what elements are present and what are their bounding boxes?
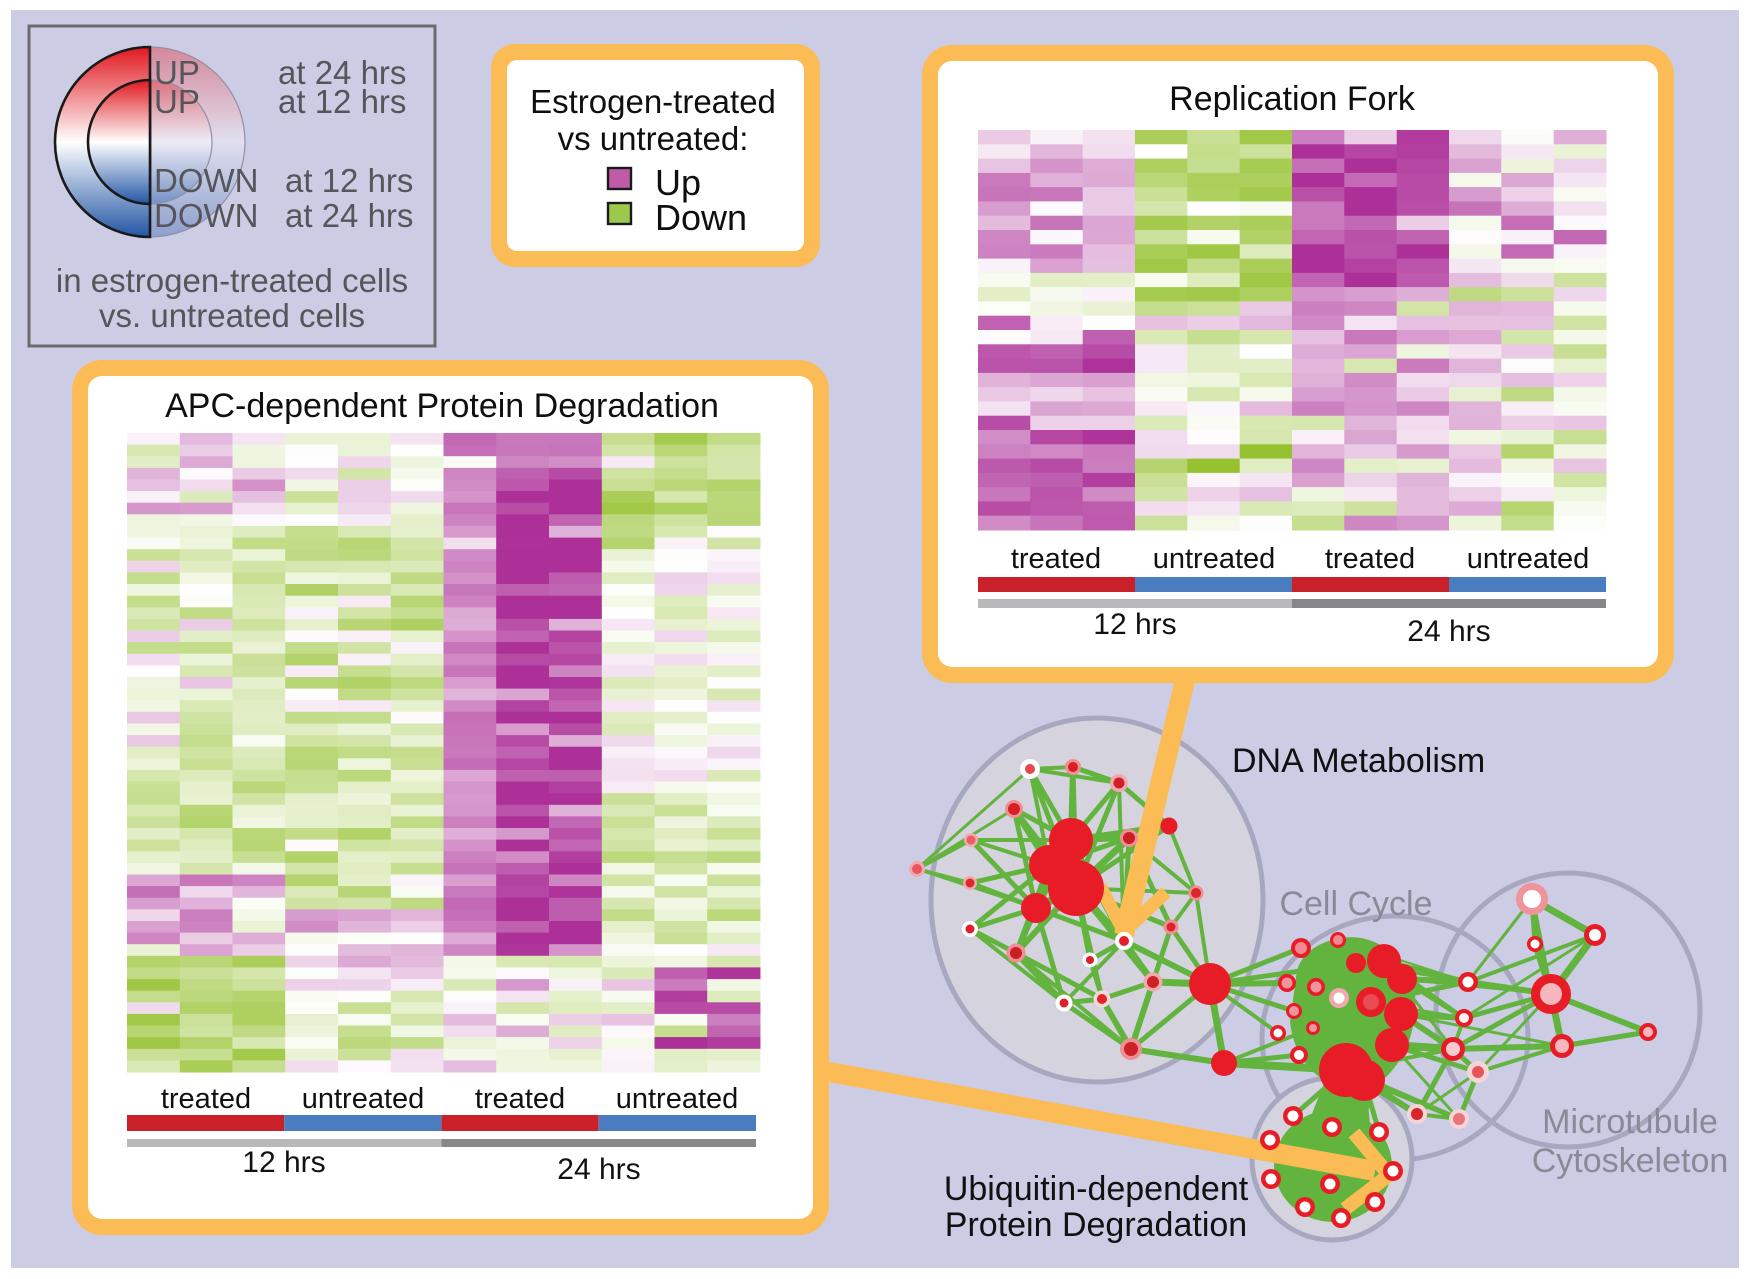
- svg-text:Microtubule: Microtubule: [1542, 1103, 1718, 1141]
- svg-text:24 hrs: 24 hrs: [1407, 615, 1490, 648]
- svg-text:DOWN: DOWN: [154, 162, 258, 199]
- svg-text:untreated: untreated: [1153, 543, 1276, 575]
- svg-text:Replication Fork: Replication Fork: [1169, 80, 1416, 118]
- svg-text:in estrogen-treated cells: in estrogen-treated cells: [56, 262, 408, 299]
- svg-text:treated: treated: [475, 1083, 565, 1115]
- svg-text:Protein Degradation: Protein Degradation: [945, 1206, 1247, 1244]
- svg-text:at 24 hrs: at 24 hrs: [285, 197, 413, 234]
- svg-text:UP: UP: [154, 54, 200, 91]
- svg-text:vs untreated:: vs untreated:: [558, 120, 749, 157]
- svg-text:24 hrs: 24 hrs: [557, 1153, 640, 1186]
- svg-text:untreated: untreated: [302, 1083, 425, 1115]
- svg-text:12 hrs: 12 hrs: [1093, 608, 1176, 641]
- svg-text:Cell Cycle: Cell Cycle: [1279, 885, 1432, 923]
- svg-text:at 12 hrs: at 12 hrs: [285, 162, 413, 199]
- svg-text:Cytoskeleton: Cytoskeleton: [1532, 1142, 1729, 1180]
- svg-text:APC-dependent Protein Degradat: APC-dependent Protein Degradation: [165, 387, 719, 425]
- svg-text:treated: treated: [1011, 543, 1101, 575]
- svg-text:Ubiquitin-dependent: Ubiquitin-dependent: [944, 1170, 1249, 1208]
- svg-text:treated: treated: [161, 1083, 251, 1115]
- svg-text:vs. untreated cells: vs. untreated cells: [99, 297, 365, 334]
- svg-text:DOWN: DOWN: [154, 197, 258, 234]
- svg-text:UP: UP: [154, 83, 200, 120]
- svg-text:untreated: untreated: [616, 1083, 739, 1115]
- svg-text:untreated: untreated: [1467, 543, 1590, 575]
- svg-text:treated: treated: [1325, 543, 1415, 575]
- svg-text:at 12 hrs: at 12 hrs: [278, 83, 406, 120]
- svg-text:at 24 hrs: at 24 hrs: [278, 54, 406, 91]
- svg-text:Down: Down: [655, 197, 747, 238]
- svg-text:Up: Up: [655, 162, 701, 203]
- svg-text:12 hrs: 12 hrs: [242, 1146, 325, 1179]
- svg-text:Estrogen-treated: Estrogen-treated: [530, 83, 776, 120]
- svg-text:DNA Metabolism: DNA Metabolism: [1232, 742, 1485, 780]
